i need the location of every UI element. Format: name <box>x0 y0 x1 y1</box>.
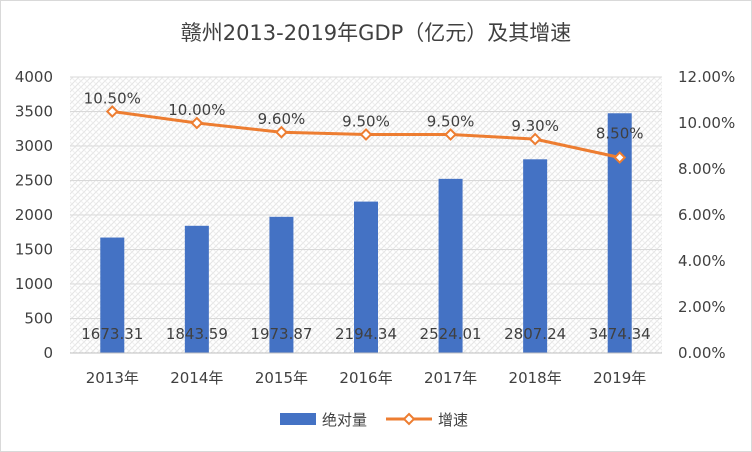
bar-value-label: 2194.34 <box>335 325 397 343</box>
line-value-label: 10.50% <box>84 90 141 108</box>
bar <box>523 159 548 353</box>
bar <box>269 216 294 353</box>
y-right-tick-label: 8.00% <box>678 160 726 178</box>
line-data-labels: 10.50% 10.00% 9.60% 9.50% 9.50% 9.30% 8.50% <box>84 90 644 143</box>
line-series <box>105 105 627 164</box>
bar <box>607 113 632 353</box>
chart-title: 赣州2013-2019年GDP（亿元）及其增速 <box>181 21 572 45</box>
y-right-tick-label: 6.00% <box>678 206 726 224</box>
line-value-label: 9.50% <box>427 113 475 131</box>
line-value-label: 9.50% <box>342 113 390 131</box>
y-right-tick-label: 4.00% <box>678 252 726 270</box>
legend-marker <box>402 412 416 426</box>
line-point <box>444 128 457 141</box>
bar-value-label: 2807.24 <box>504 325 566 343</box>
x-tick-label: 2016年 <box>339 369 392 387</box>
y-axis-left: 0 500 1000 1500 2000 2500 3000 3500 4000 <box>15 68 53 362</box>
x-tick-label: 2014年 <box>170 369 223 387</box>
y-left-tick-label: 1000 <box>15 275 53 293</box>
bar <box>438 178 463 353</box>
y-left-tick-label: 4000 <box>15 68 53 86</box>
y-left-tick-label: 0 <box>43 344 53 362</box>
y-left-tick-label: 2000 <box>15 206 53 224</box>
bar <box>354 201 378 353</box>
line-point <box>359 128 373 141</box>
line-point <box>105 105 119 118</box>
x-axis: 2013年 2014年 2015年 2016年 2017年 2018年 2019年 <box>70 352 662 387</box>
x-tick-label: 2019年 <box>593 369 646 387</box>
line-point <box>528 132 542 146</box>
x-tick-label: 2018年 <box>509 369 562 387</box>
bar-value-label: 1673.31 <box>81 325 143 343</box>
line-point <box>613 151 627 164</box>
line-point <box>275 125 288 139</box>
y-right-tick-label: 12.00% <box>678 68 735 86</box>
y-left-tick-label: 2500 <box>15 172 53 190</box>
bar-value-label: 2524.01 <box>420 325 482 343</box>
legend-swatch-bar <box>280 413 316 425</box>
legend-label-line: 增速 <box>438 411 468 429</box>
bar <box>184 225 209 353</box>
y-left-tick-label: 1500 <box>15 241 53 259</box>
line-value-label: 10.00% <box>168 101 225 119</box>
line-value-label: 8.50% <box>596 125 644 143</box>
bar-value-label: 1843.59 <box>166 325 228 343</box>
line-point <box>190 116 204 130</box>
y-left-tick-label: 3500 <box>15 103 53 121</box>
bar-value-label: 1973.87 <box>250 325 312 343</box>
line-value-label: 9.60% <box>258 110 306 128</box>
x-tick-label: 2015年 <box>255 369 308 387</box>
y-left-tick-label: 3000 <box>15 137 53 155</box>
legend-label-bar: 绝对量 <box>322 411 367 429</box>
line-value-label: 9.30% <box>511 117 559 135</box>
y-right-tick-label: 2.00% <box>678 298 726 316</box>
y-left-tick-label: 500 <box>24 310 53 328</box>
x-tick-label: 2013年 <box>86 369 139 387</box>
y-right-tick-label: 10.00% <box>678 114 735 132</box>
legend: 绝对量 增速 <box>280 411 468 429</box>
bar <box>100 237 125 353</box>
bar-data-labels: 1673.31 1843.59 1973.87 2194.34 2524.01 2807.… <box>81 325 650 343</box>
bar-series <box>100 113 632 353</box>
y-axis-right: 0.00% 2.00% 4.00% 6.00% 8.00% 10.00% 12.00% <box>678 68 735 362</box>
bar-value-label: 3474.34 <box>589 325 651 343</box>
x-tick-label: 2017年 <box>424 369 477 387</box>
y-right-tick-label: 0.00% <box>678 344 726 362</box>
